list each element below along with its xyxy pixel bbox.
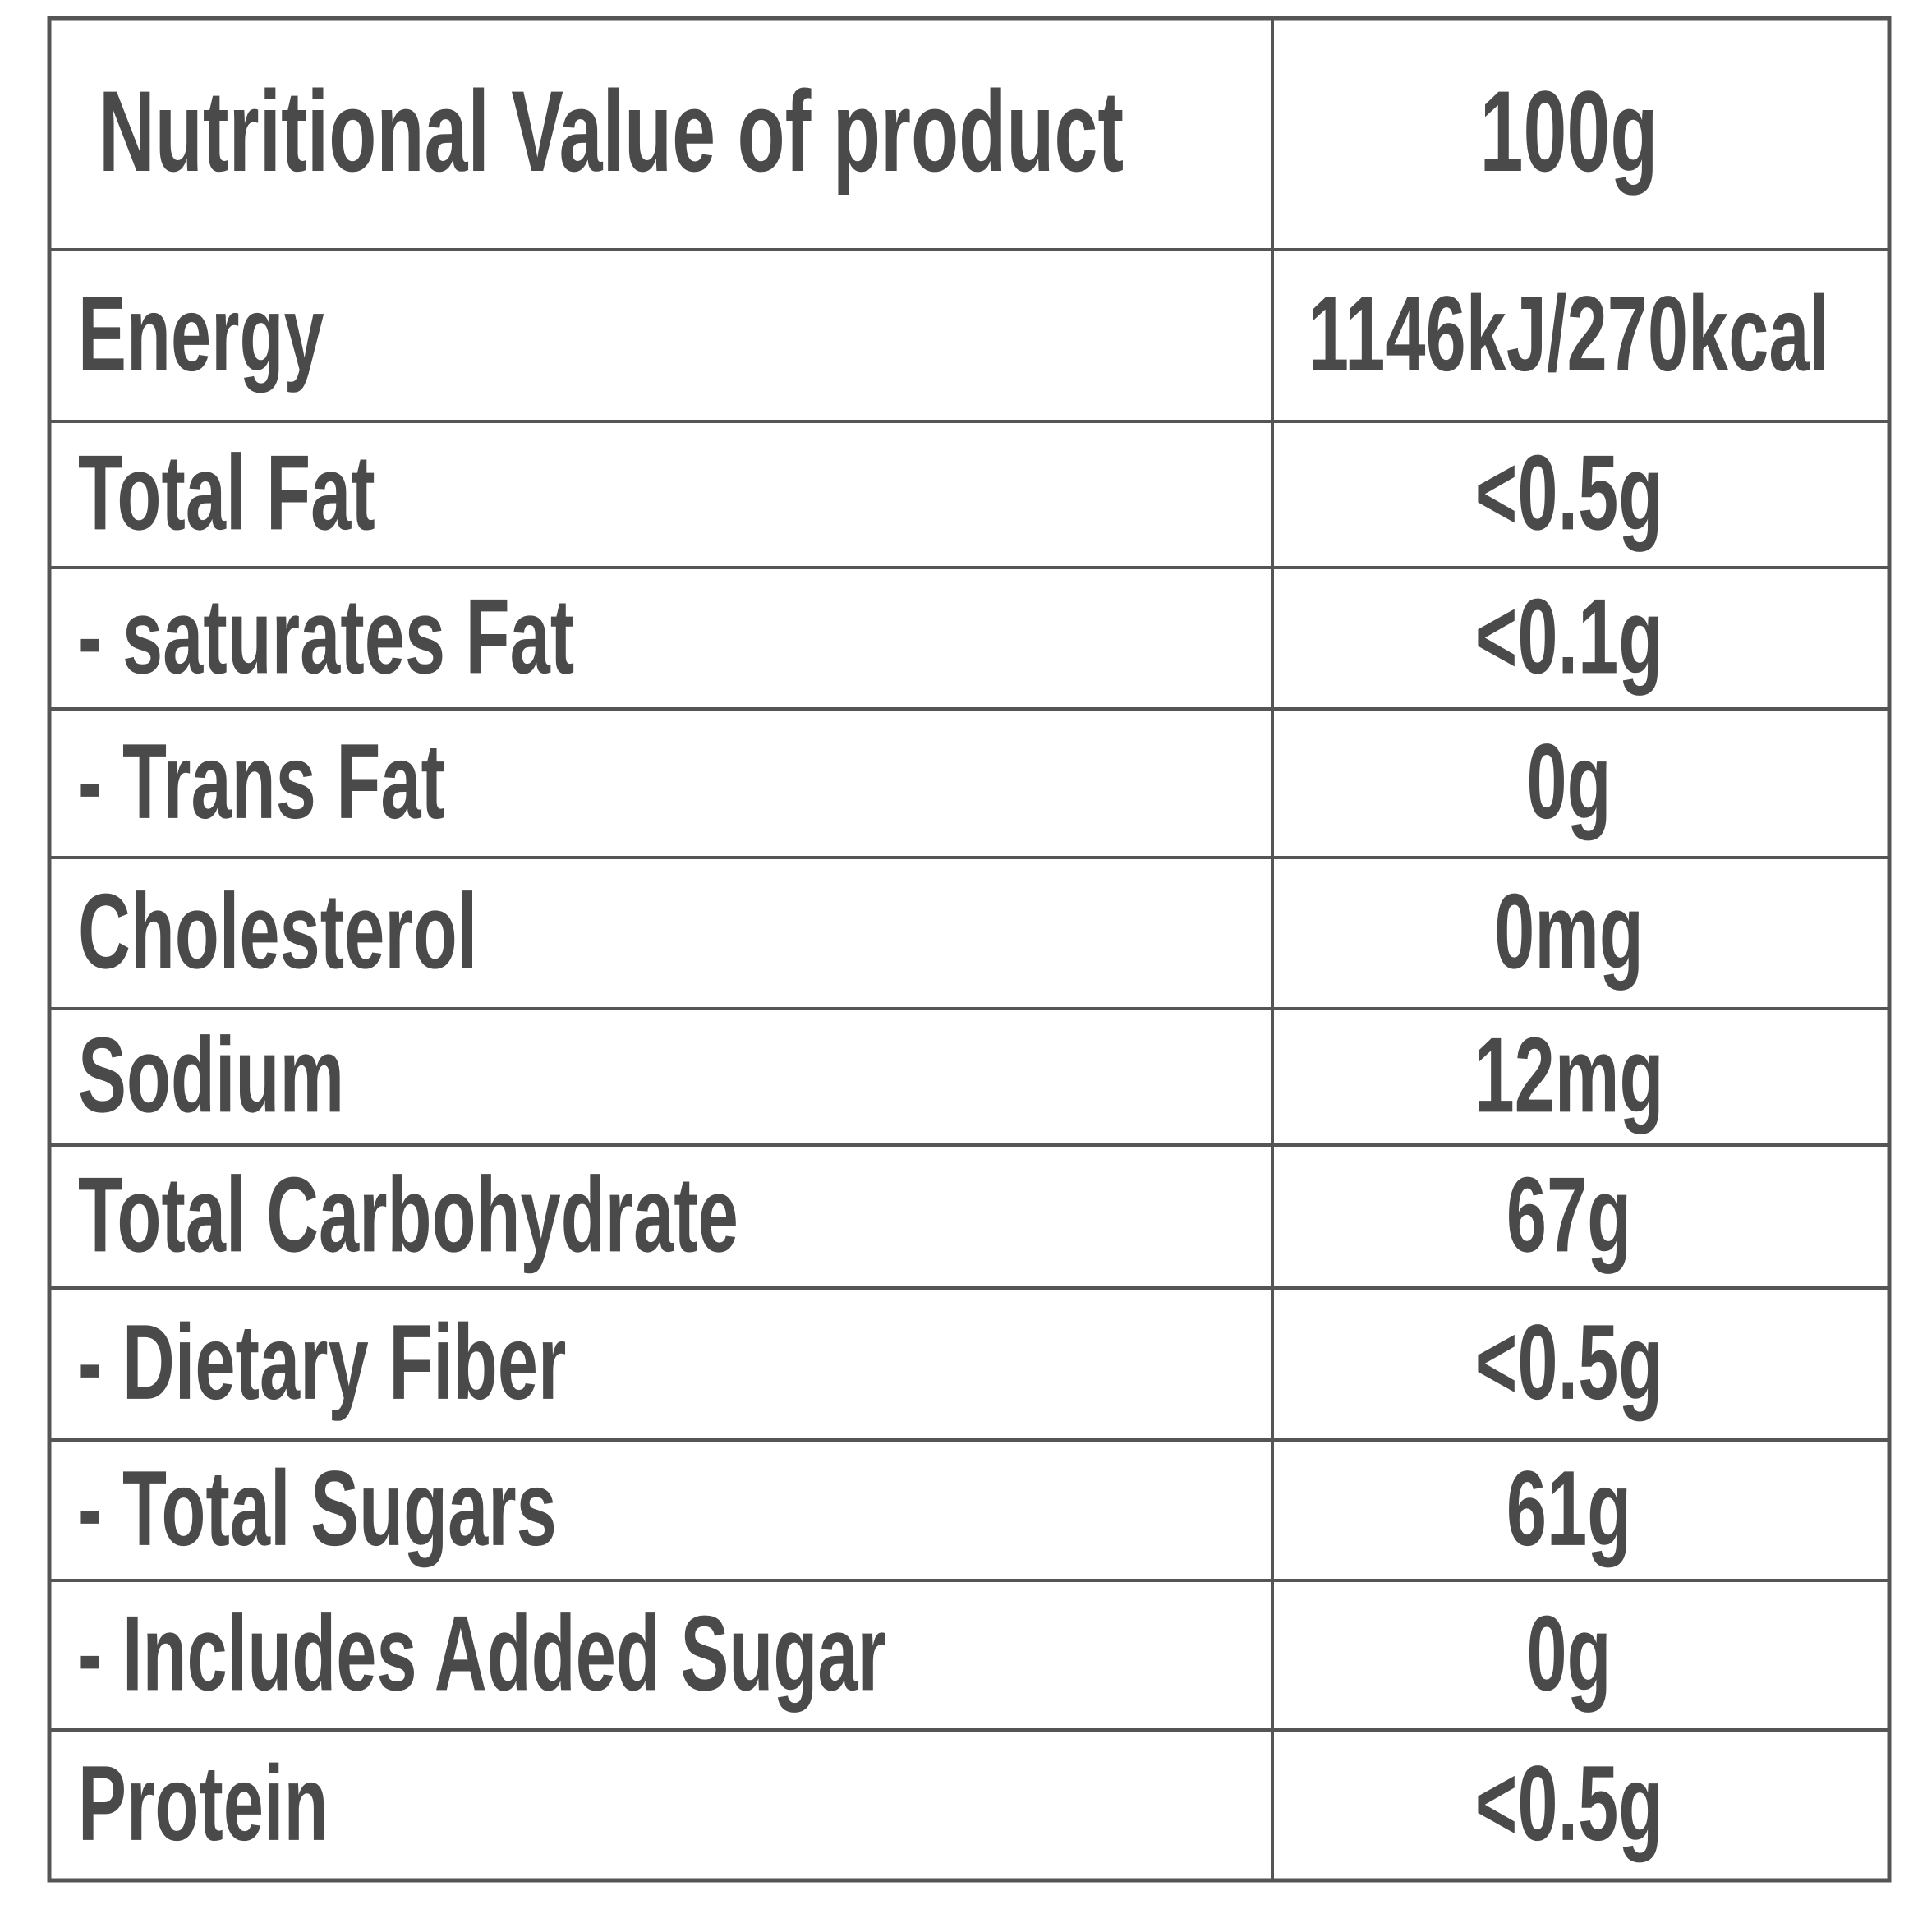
nutrient-label: Cholesterol xyxy=(78,871,477,991)
header-value: 100g xyxy=(1480,68,1658,196)
nutrient-value: <0.5g xyxy=(1475,1302,1663,1422)
nutrient-value: 12mg xyxy=(1474,1014,1664,1134)
nutrient-value: 0mg xyxy=(1494,871,1644,991)
nutrient-label: - Trans Fat xyxy=(78,721,445,841)
nutrient-value: <0.5g xyxy=(1475,432,1663,552)
nutrient-label: Total Carbohydrate xyxy=(78,1154,738,1274)
nutrient-value: 0g xyxy=(1526,1593,1611,1713)
table-border xyxy=(47,16,1892,1883)
nutrient-label: - Includes Added Sugar xyxy=(78,1593,886,1713)
nutrient-value: 1146kJ/270kcal xyxy=(1308,274,1829,393)
nutrient-label: - saturates Fat xyxy=(78,576,574,696)
nutrient-label: - Total Sugars xyxy=(78,1448,557,1568)
nutrient-value: <0.1g xyxy=(1475,576,1663,696)
nutrient-label: Sodium xyxy=(78,1014,344,1134)
nutrient-label: Total Fat xyxy=(78,432,375,552)
nutrient-value: <0.5g xyxy=(1475,1743,1663,1863)
nutrient-value: 61g xyxy=(1506,1448,1631,1568)
nutrient-label: Energy xyxy=(78,274,324,393)
nutrient-value: 0g xyxy=(1526,721,1611,841)
nutrient-label: - Dietary Fiber xyxy=(78,1302,566,1422)
nutrient-label: Protein xyxy=(78,1743,329,1863)
header-label: Nutritional Value of product xyxy=(99,68,1124,196)
nutrient-value: 67g xyxy=(1506,1154,1631,1274)
